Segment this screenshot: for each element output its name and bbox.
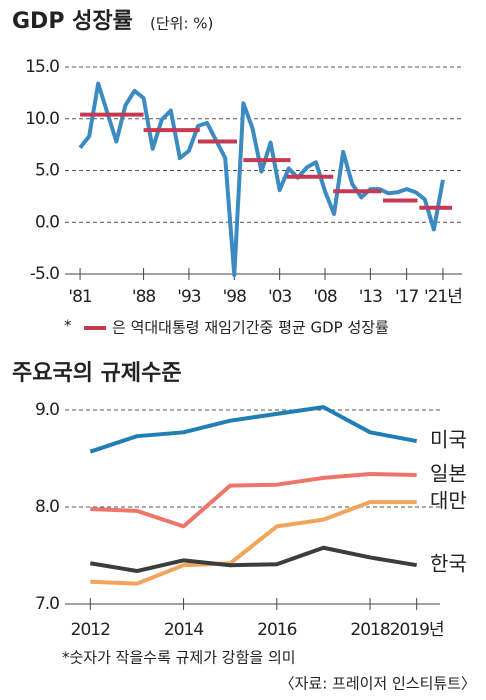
legend-label: 은 역대대통령 재임기간중 평균 GDP 성장률 <box>112 319 389 337</box>
x-tick-label: '03 <box>268 287 291 307</box>
x-tick-label: '21년 <box>424 287 462 307</box>
data-line <box>89 545 418 574</box>
chart-title: 주요국의 규제수준 <box>12 361 182 386</box>
x-tick-label: '88 <box>132 287 155 307</box>
x-tick-label: 2014 <box>164 620 203 640</box>
y-tick-label: 0.0 <box>35 212 59 232</box>
x-tick-label: '98 <box>223 287 246 307</box>
x-tick-label: 2012 <box>71 620 110 640</box>
x-tick-label: 2016 <box>257 620 296 640</box>
data-line <box>89 405 418 454</box>
y-tick-label: 7.0 <box>35 594 59 614</box>
y-tick-label: 9.0 <box>35 400 59 420</box>
data-line <box>90 472 417 529</box>
x-tick-label: '08 <box>313 287 336 307</box>
y-tick-label: 15.0 <box>25 57 59 77</box>
x-tick-label: '17 <box>395 287 418 307</box>
source: 〈자료: 프레이저 인스티튜트〉 <box>280 675 476 693</box>
series-label: 한국 <box>430 552 467 576</box>
series-label: 일본 <box>430 461 467 485</box>
y-tick-label: 8.0 <box>35 497 59 517</box>
series-label: 대만 <box>430 489 467 513</box>
series-label: 미국 <box>430 428 467 452</box>
y-tick-label: 10.0 <box>25 109 59 129</box>
data-line <box>78 81 445 278</box>
y-tick-label: 5.0 <box>35 161 59 181</box>
x-tick-label: '81 <box>68 287 91 307</box>
legend-prefix: * <box>64 317 72 335</box>
x-tick-label: '13 <box>359 287 382 307</box>
footnote: *숫자가 작을수록 규제가 강함을 의미 <box>62 649 296 667</box>
x-tick-label: 2018 <box>350 620 389 640</box>
x-tick-label: '93 <box>177 287 200 307</box>
chart-title: GDP 성장률 <box>12 9 133 34</box>
x-tick-label: 2019년 <box>390 620 444 640</box>
unit-label: (단위: %) <box>150 15 213 33</box>
y-tick-label: -5.0 <box>30 264 59 284</box>
data-line <box>90 500 417 586</box>
